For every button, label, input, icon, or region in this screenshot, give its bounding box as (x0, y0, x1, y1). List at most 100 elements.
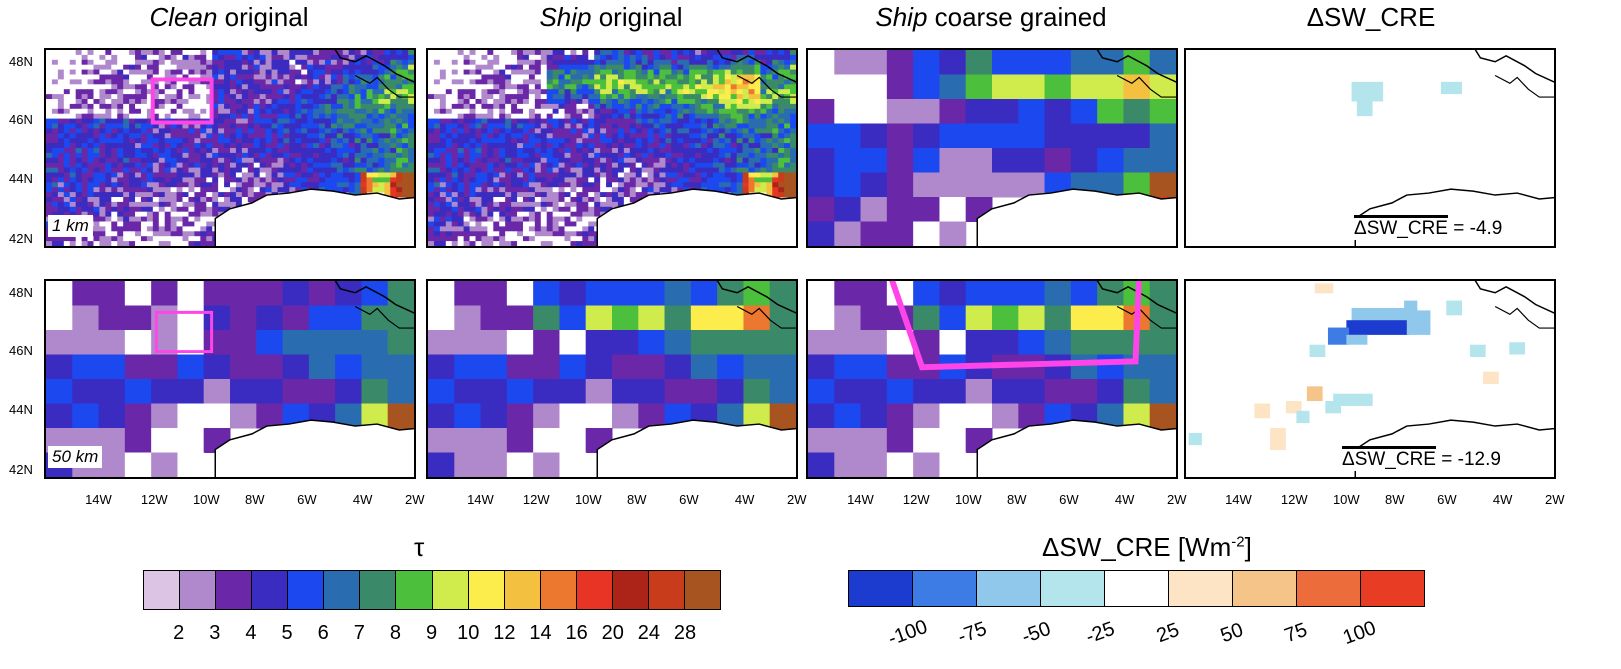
tau-colorbar-label: 10 (457, 622, 480, 644)
ship-track-highlight-box (889, 281, 1142, 371)
tau-colorbar-label: 8 (389, 622, 401, 644)
lon-tick-label: 6W (297, 492, 317, 507)
lon-tick-label: 14W (847, 492, 874, 507)
coastline (214, 50, 414, 246)
lat-tick-label: 42N (9, 231, 33, 246)
coastline (1354, 281, 1554, 477)
lon-tick-label: 12W (140, 492, 168, 507)
lon-tick-label: 4W (1114, 492, 1135, 507)
tau-colorbar-swatch (684, 571, 720, 609)
map-canvas (46, 281, 414, 477)
cre-colorbar-label: 50 (1217, 618, 1246, 648)
cre-colorbar-swatch (1041, 571, 1105, 606)
map-canvas (1188, 281, 1554, 477)
map-canvas (808, 50, 1176, 246)
tau-colorbar-label: 2 (173, 622, 185, 644)
coastline (1354, 50, 1554, 246)
lon-tick-label: 8W (627, 492, 647, 507)
tau-colorbar-label: 24 (637, 622, 660, 644)
ship-track-highlight-box (154, 310, 214, 354)
tau-colorbar-label: 3 (209, 622, 221, 644)
lon-tick-label: 8W (245, 492, 265, 507)
lon-tick-label: 2W (787, 492, 807, 507)
map-panel-clean-50km (44, 279, 416, 479)
tau-colorbar-label: 4 (245, 622, 257, 644)
lon-tick-label: 10W (1332, 492, 1360, 507)
cre-colorbar-swatch (1233, 571, 1297, 606)
cre-colorbar-label: -50 (1019, 617, 1054, 649)
map-panel-ship-coarse-50km (806, 279, 1178, 479)
tau-colorbar-label: 5 (281, 622, 293, 644)
map-panel-ship-1km (426, 48, 798, 248)
tau-colorbar-label: 9 (426, 622, 438, 644)
map-panel-dcre-50km (1184, 279, 1556, 479)
tau-colorbar-swatch (252, 571, 289, 609)
lat-tick-label: 44N (9, 402, 33, 417)
tau-colorbar-swatch (324, 571, 361, 609)
map-panel-clean-1km (44, 48, 416, 248)
tau-colorbar-swatch (576, 571, 613, 609)
cre-colorbar-label: 100 (1339, 616, 1379, 650)
lon-tick-label: 12W (522, 492, 550, 507)
tau-colorbar-swatch (180, 571, 217, 609)
lat-tick-label: 46N (9, 112, 33, 127)
title-ship-coarse-grained: Ship coarse grained (875, 2, 1107, 32)
cre-colorbar-title: ΔSW_CRE [Wm-2] (1042, 532, 1252, 562)
cre-colorbar-label: 25 (1153, 618, 1182, 648)
resolution-label-1km: 1 km (48, 215, 93, 237)
tau-colorbar (143, 570, 721, 610)
cre-colorbar-label: 75 (1281, 618, 1310, 648)
title-clean-original: Clean original (149, 2, 309, 32)
lon-tick-label: 4W (1492, 492, 1513, 507)
tau-colorbar-swatch (396, 571, 433, 609)
tau-colorbar-label: 20 (601, 622, 624, 644)
coastline (596, 50, 796, 246)
lon-tick-label: 8W (1385, 492, 1405, 507)
lon-tick-label: 12W (902, 492, 930, 507)
map-canvas (428, 50, 796, 246)
title-delta-sw-cre: ΔSW_CRE (1306, 2, 1436, 32)
map-panel-ship-coarse-1km (806, 48, 1178, 248)
lon-tick-label: 10W (574, 492, 602, 507)
lon-tick-label: 2W (1545, 492, 1565, 507)
map-canvas (1351, 50, 1554, 246)
map-canvas (46, 50, 414, 246)
cre-colorbar-swatch (1169, 571, 1233, 606)
cre-colorbar (848, 570, 1425, 607)
ship-track-highlight-box (150, 77, 214, 125)
tau-colorbar-label: 16 (565, 622, 588, 644)
cre-colorbar-swatch (1105, 571, 1169, 606)
cre-colorbar-label: -100 (885, 615, 931, 651)
tau-colorbar-swatch (612, 571, 649, 609)
lon-tick-label: 14W (467, 492, 494, 507)
tau-colorbar-label: 14 (529, 622, 552, 644)
lon-tick-label: 6W (1059, 492, 1079, 507)
mean-dcre-bottom: ΔSW_CRE = -12.9 (1340, 446, 1503, 471)
coastline (214, 281, 414, 477)
cre-colorbar-swatch (977, 571, 1041, 606)
lon-tick-label: 6W (1437, 492, 1457, 507)
tau-colorbar-swatch (468, 571, 505, 609)
cre-colorbar-label: -75 (955, 617, 990, 649)
map-panel-ship-50km (426, 279, 798, 479)
lat-tick-label: 46N (9, 343, 33, 358)
cre-colorbar-label: -25 (1083, 617, 1119, 649)
cre-colorbar-swatch (913, 571, 977, 606)
tau-colorbar-title: τ (414, 532, 425, 562)
cre-colorbar-swatch (1361, 571, 1424, 606)
tau-colorbar-swatch (648, 571, 685, 609)
tau-colorbar-label: 12 (493, 622, 516, 644)
tau-colorbar-swatch (216, 571, 253, 609)
lon-tick-label: 14W (1225, 492, 1252, 507)
coastline (976, 50, 1176, 246)
tau-colorbar-label: 28 (673, 622, 697, 644)
lon-tick-label: 6W (679, 492, 699, 507)
lat-tick-label: 48N (9, 285, 33, 300)
resolution-label-50km: 50 km (48, 446, 103, 468)
tau-colorbar-swatch (144, 571, 181, 609)
lon-tick-label: 12W (1280, 492, 1308, 507)
tau-colorbar-swatch (432, 571, 469, 609)
tau-colorbar-label: 7 (353, 622, 365, 644)
tau-colorbar-swatch (288, 571, 325, 609)
lon-tick-label: 4W (352, 492, 373, 507)
